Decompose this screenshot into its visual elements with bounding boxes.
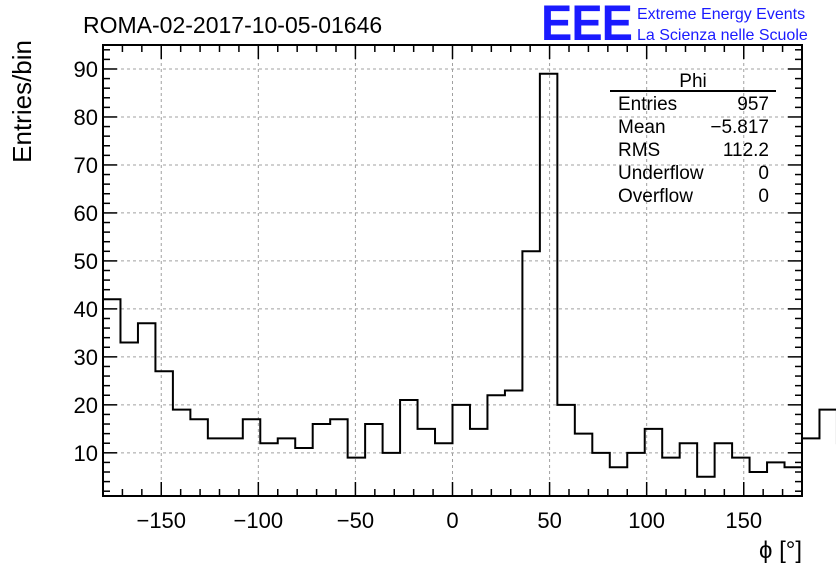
x-tick-label: −100 [234, 508, 284, 533]
x-axis-ticks: −150 −100 −50 0 50 100 150 [102, 45, 803, 533]
stats-value-underflow: 0 [758, 163, 769, 184]
x-tick-label: 100 [628, 508, 665, 533]
stats-label-underflow: Underflow [618, 163, 704, 184]
stats-label-overflow: Overflow [618, 186, 693, 207]
y-tick-label: 70 [74, 153, 98, 178]
x-tick-label: −150 [136, 508, 186, 533]
y-tick-label: 80 [74, 105, 98, 130]
y-tick-label: 30 [74, 345, 98, 370]
grid-lines [103, 45, 802, 496]
eee-logo: EEE Extreme Energy Events La Scienza nel… [541, 0, 808, 51]
stats-value-mean: −5.817 [710, 117, 769, 138]
y-tick-label: 40 [74, 297, 98, 322]
y-tick-label: 20 [74, 393, 98, 418]
stats-label-entries: Entries [618, 94, 677, 115]
y-tick-label: 50 [74, 249, 98, 274]
y-axis-ticks: 10 20 30 40 50 60 70 80 90 [74, 49, 802, 492]
x-tick-label: 50 [537, 508, 561, 533]
y-axis-label: Entries/bin [7, 40, 37, 163]
eee-logo-line2: La Scienza nelle Scuole [637, 27, 808, 44]
y-tick-label: 60 [74, 201, 98, 226]
x-tick-label: −50 [337, 508, 374, 533]
stats-value-entries: 957 [737, 94, 769, 115]
stats-value-rms: 112.2 [723, 140, 769, 161]
stats-label-rms: RMS [618, 140, 660, 161]
eee-logo-line1: Extreme Energy Events [637, 6, 805, 23]
x-axis-label: ϕ [°] [759, 537, 802, 564]
y-tick-label: 90 [74, 57, 98, 82]
chart-title: ROMA-02-2017-10-05-01646 [83, 12, 382, 38]
stats-box: Phi Entries 957 Mean −5.817 RMS 112.2 Un… [610, 71, 776, 207]
y-tick-label: 10 [74, 441, 98, 466]
histogram-line [102, 72, 836, 496]
x-tick-label: 150 [725, 508, 762, 533]
x-tick-label: 0 [446, 508, 458, 533]
stats-value-overflow: 0 [758, 186, 769, 207]
stats-title: Phi [679, 71, 706, 92]
stats-label-mean: Mean [618, 117, 666, 138]
eee-logo-mark: EEE [541, 0, 632, 51]
